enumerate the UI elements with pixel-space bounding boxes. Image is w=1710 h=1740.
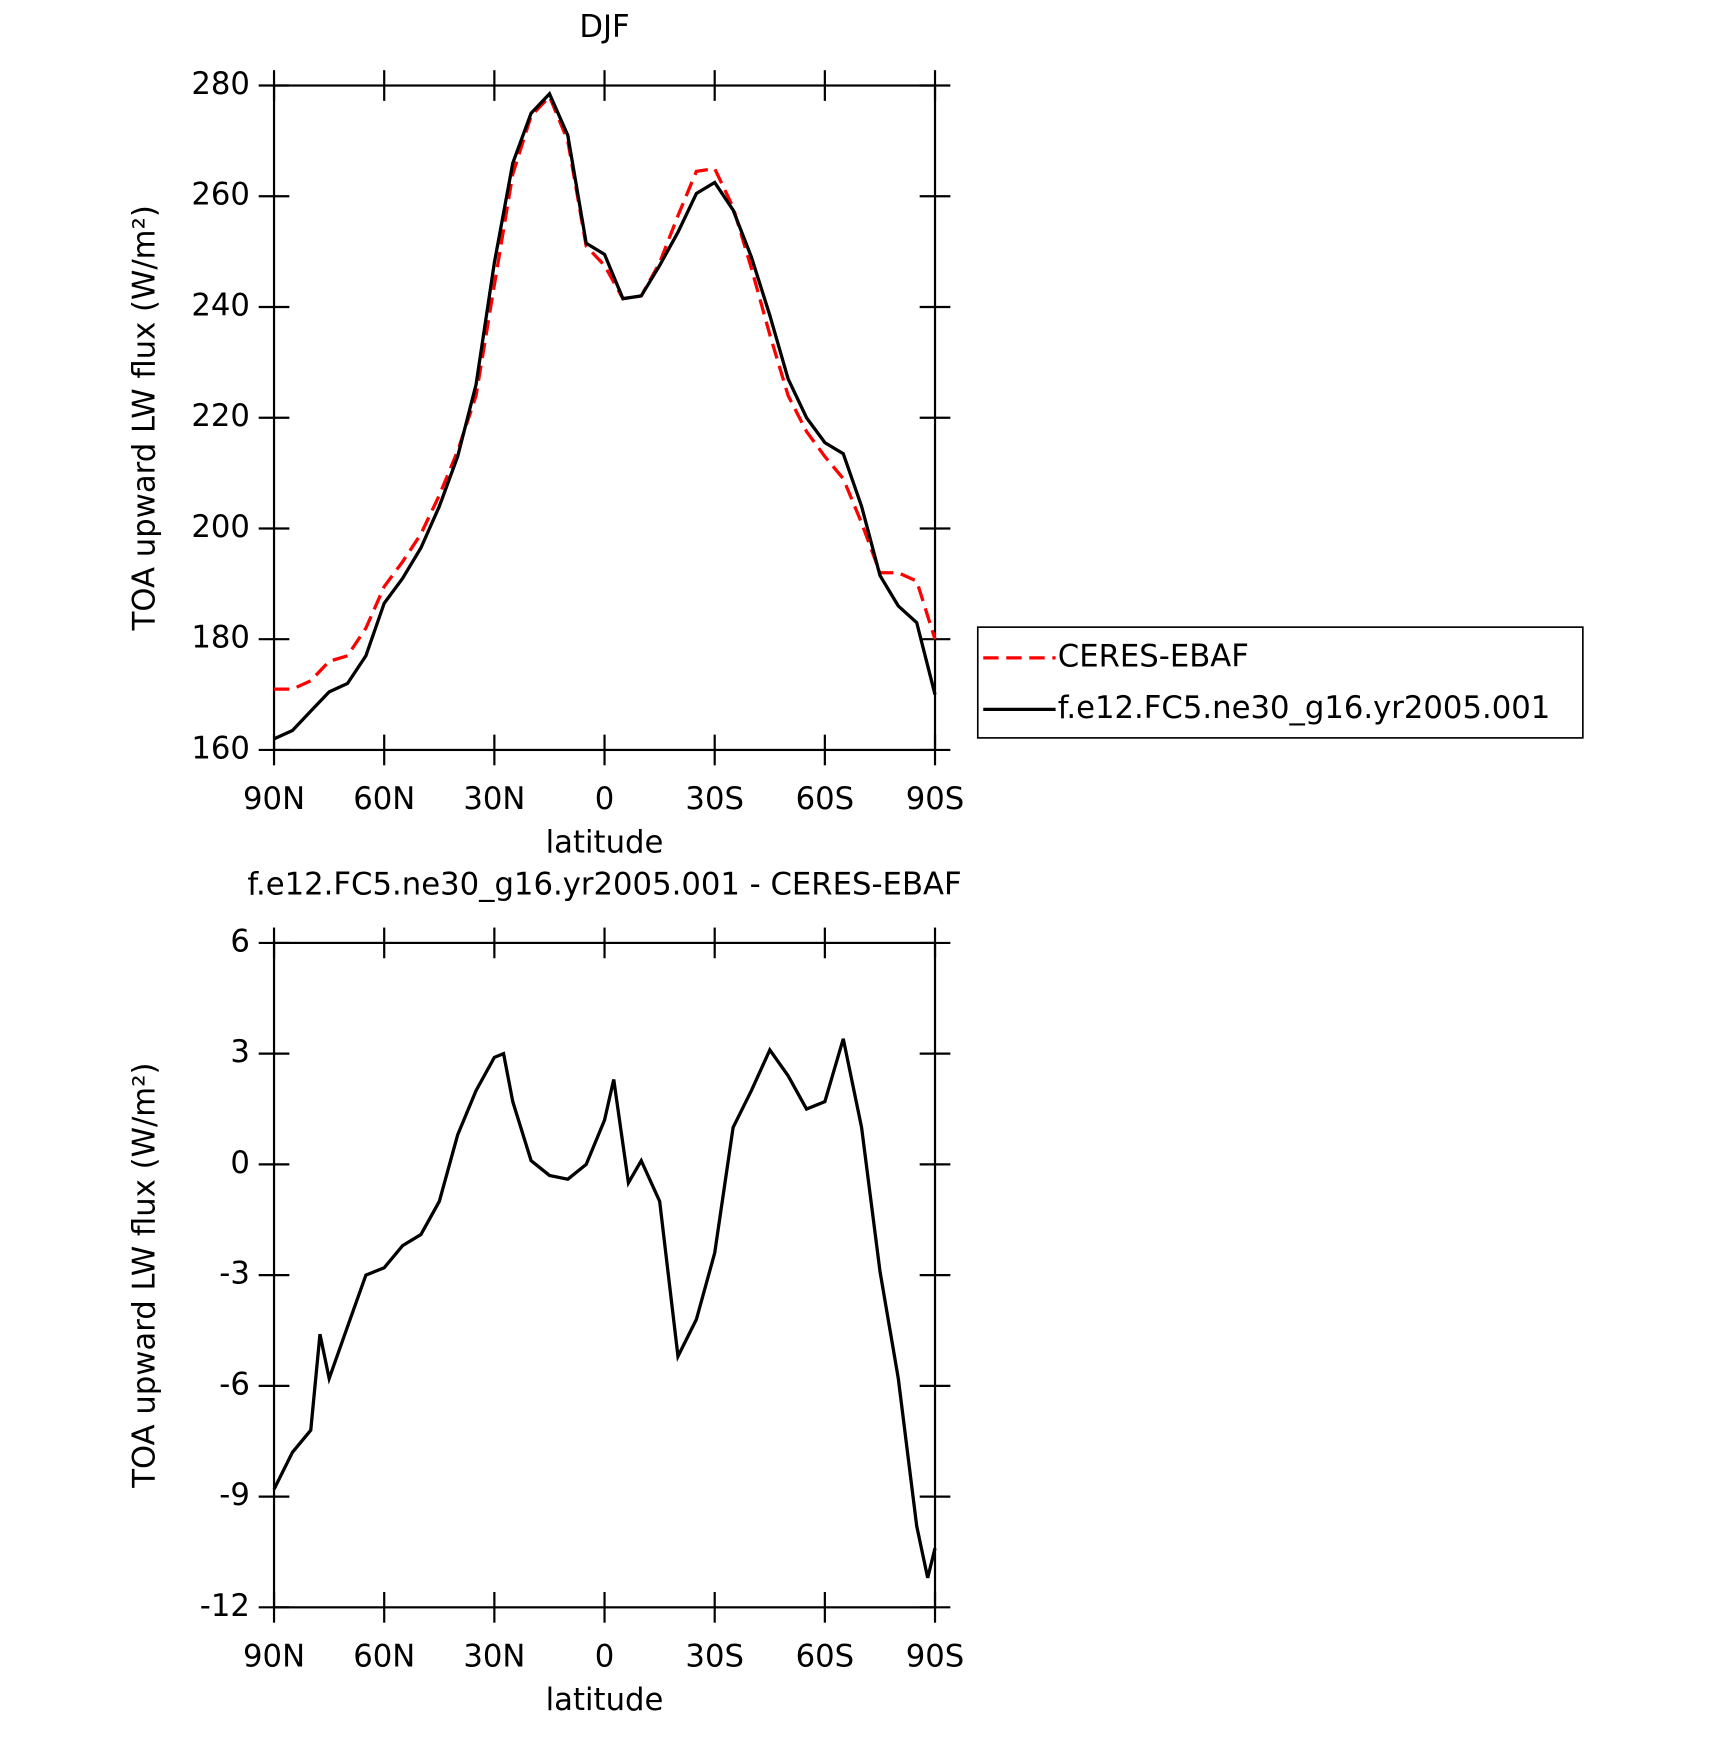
legend-box <box>976 626 1584 739</box>
x-axis-label: latitude <box>546 1683 664 1718</box>
y-tick-label: 3 <box>230 1035 250 1070</box>
x-tick-label: 0 <box>595 782 615 817</box>
y-tick-label: 0 <box>230 1146 250 1181</box>
legend-label: CERES-EBAF <box>1058 639 1249 674</box>
x-axis-label: latitude <box>546 826 664 861</box>
x-tick-label: 60N <box>353 782 415 817</box>
y-tick-label: 220 <box>191 399 250 434</box>
y-axis-label: TOA upward LW flux (W/m²) <box>127 1063 162 1489</box>
x-tick-label: 90S <box>906 1639 965 1674</box>
x-tick-label: 60S <box>796 1639 855 1674</box>
data-line <box>274 93 937 691</box>
x-tick-label: 30N <box>463 782 525 817</box>
plot-frame <box>272 941 937 1609</box>
y-tick-label: 160 <box>191 731 250 766</box>
y-tick-label: 280 <box>191 67 250 102</box>
y-tick-label: 260 <box>191 178 250 213</box>
y-tick-label: -6 <box>219 1367 250 1402</box>
y-tick-label: 6 <box>230 924 250 959</box>
x-tick-label: 30S <box>685 1639 744 1674</box>
y-tick-label: -9 <box>219 1478 250 1513</box>
legend-label: f.e12.FC5.ne30_g16.yr2005.001 <box>1058 691 1551 726</box>
chart-title: DJF <box>579 10 629 45</box>
chart-title: f.e12.FC5.ne30_g16.yr2005.001 - CERES-EB… <box>247 867 961 902</box>
data-line <box>273 90 937 741</box>
x-tick-label: 0 <box>595 1639 615 1674</box>
plot-frame <box>272 84 937 752</box>
y-tick-label: 240 <box>191 288 250 323</box>
x-tick-label: 90N <box>243 782 305 817</box>
y-tick-label: 180 <box>191 621 250 656</box>
x-tick-label: 90S <box>906 782 965 817</box>
y-tick-label: 200 <box>191 510 250 545</box>
y-axis-label: TOA upward LW flux (W/m²) <box>127 205 162 631</box>
x-tick-label: 60N <box>353 1639 415 1674</box>
y-tick-label: -3 <box>219 1257 250 1292</box>
x-tick-label: 90N <box>243 1639 305 1674</box>
x-tick-label: 30N <box>463 1639 525 1674</box>
x-tick-label: 60S <box>796 782 855 817</box>
data-line <box>272 1038 937 1579</box>
x-tick-label: 30S <box>685 782 744 817</box>
y-tick-label: -12 <box>200 1589 250 1624</box>
